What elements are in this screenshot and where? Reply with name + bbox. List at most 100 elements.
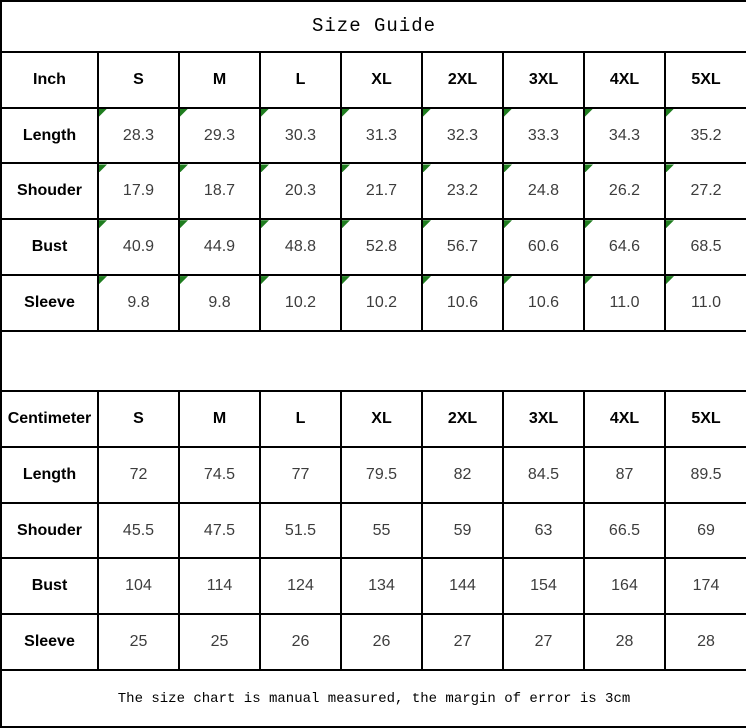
- measurement-row: Length 28.3 29.3 30.3 31.3 32.3 33.3 34.3 35.2: [0, 106, 746, 165]
- value-cell: 35.2: [663, 106, 746, 165]
- value-text: 30.3: [284, 126, 317, 144]
- value-text: 63: [534, 521, 553, 539]
- comment-marker-icon: [424, 221, 431, 229]
- value-cell: 82: [421, 445, 504, 504]
- value-text: 24.8: [527, 182, 560, 200]
- value-cell: 28.3: [97, 106, 180, 165]
- comment-marker-icon: [262, 221, 269, 229]
- value-text: 29.3: [203, 126, 236, 144]
- value-text: 45.5: [122, 521, 155, 539]
- comment-marker-icon: [100, 277, 107, 285]
- value-cell: 64.6: [583, 218, 666, 277]
- title-row: Size Guide: [0, 0, 746, 53]
- comment-marker-icon: [586, 165, 593, 173]
- value-text: 60.6: [527, 238, 560, 256]
- value-cell: 47.5: [178, 501, 261, 560]
- value-text: 69: [697, 521, 715, 539]
- value-text: 9.8: [127, 294, 150, 312]
- value-text: 68.5: [690, 238, 722, 256]
- value-text: 10.6: [527, 294, 560, 312]
- value-text: 31.3: [365, 126, 398, 144]
- measurement-row: Length 72 74.5 77 79.5 82 84.5 87 89.5: [0, 445, 746, 504]
- comment-marker-icon: [343, 221, 350, 229]
- value-cell: 144: [421, 557, 504, 616]
- value-cell: 10.2: [340, 274, 423, 332]
- comment-marker-icon: [505, 277, 512, 285]
- value-text: 20.3: [284, 182, 317, 200]
- comment-marker-icon: [262, 109, 269, 117]
- row-label-cell: Shouder: [0, 162, 99, 221]
- value-text: 35.2: [690, 126, 722, 144]
- value-text: 144: [449, 577, 476, 595]
- section-header-row: Centimeter S M L XL 2XL 3XL 4XL 5XL: [0, 389, 746, 448]
- value-text: 154: [530, 577, 557, 595]
- size-column-header: L: [259, 389, 342, 448]
- comment-marker-icon: [505, 165, 512, 173]
- value-cell: 59: [421, 501, 504, 560]
- value-text: 52.8: [365, 238, 398, 256]
- footer-row: The size chart is manual measured, the m…: [0, 669, 746, 728]
- size-column-header: 5XL: [663, 389, 746, 448]
- value-cell: 28: [663, 613, 746, 672]
- value-text: 27: [534, 633, 553, 651]
- value-text: 89.5: [690, 465, 722, 483]
- value-cell: 89.5: [663, 445, 746, 504]
- size-column-header: 2XL: [421, 50, 504, 109]
- value-cell: 55: [340, 501, 423, 560]
- value-cell: 26: [259, 613, 342, 672]
- value-cell: 87: [583, 445, 666, 504]
- value-text: 59: [453, 521, 472, 539]
- measurement-row: Shouder 45.5 47.5 51.5 55 59 63 66.5 69: [0, 501, 746, 560]
- size-column-header: 3XL: [502, 50, 585, 109]
- value-cell: 26: [340, 613, 423, 672]
- value-cell: 27.2: [663, 162, 746, 221]
- row-label-cell: Sleeve: [0, 613, 99, 672]
- comment-marker-icon: [586, 221, 593, 229]
- value-cell: 84.5: [502, 445, 585, 504]
- value-cell: 66.5: [583, 501, 666, 560]
- comment-marker-icon: [667, 277, 674, 285]
- value-cell: 11.0: [583, 274, 666, 332]
- comment-marker-icon: [505, 221, 512, 229]
- value-cell: 32.3: [421, 106, 504, 165]
- measurement-row: Bust 40.9 44.9 48.8 52.8 56.7 60.6 64.6 68.5: [0, 218, 746, 277]
- value-cell: 45.5: [97, 501, 180, 560]
- row-label-cell: Length: [0, 445, 99, 504]
- value-text: 79.5: [365, 465, 398, 483]
- size-column-header: L: [259, 50, 342, 109]
- value-cell: 34.3: [583, 106, 666, 165]
- value-text: 32.3: [446, 126, 479, 144]
- value-text: 84.5: [527, 465, 560, 483]
- value-text: 28: [615, 633, 634, 651]
- value-text: 26.2: [608, 182, 641, 200]
- value-cell: 174: [663, 557, 746, 616]
- value-cell: 17.9: [97, 162, 180, 221]
- size-column-header: XL: [340, 50, 423, 109]
- value-cell: 11.0: [663, 274, 746, 332]
- value-cell: 51.5: [259, 501, 342, 560]
- size-column-header: 2XL: [421, 389, 504, 448]
- value-text: 25: [210, 633, 229, 651]
- size-column-header: 3XL: [502, 389, 585, 448]
- size-column-header: S: [97, 389, 180, 448]
- value-text: 164: [611, 577, 638, 595]
- value-cell: 69: [663, 501, 746, 560]
- value-text: 11.0: [691, 294, 721, 312]
- size-column-header: S: [97, 50, 180, 109]
- value-text: 25: [129, 633, 148, 651]
- value-text: 55: [372, 521, 391, 539]
- value-cell: 30.3: [259, 106, 342, 165]
- footer-note: The size chart is manual measured, the m…: [0, 669, 746, 728]
- row-label-cell: Bust: [0, 557, 99, 616]
- value-cell: 28: [583, 613, 666, 672]
- value-text: 134: [368, 577, 395, 595]
- size-column-header: M: [178, 389, 261, 448]
- value-cell: 72: [97, 445, 180, 504]
- value-text: 44.9: [203, 238, 236, 256]
- value-cell: 20.3: [259, 162, 342, 221]
- value-text: 114: [206, 577, 233, 595]
- value-text: 17.9: [122, 182, 155, 200]
